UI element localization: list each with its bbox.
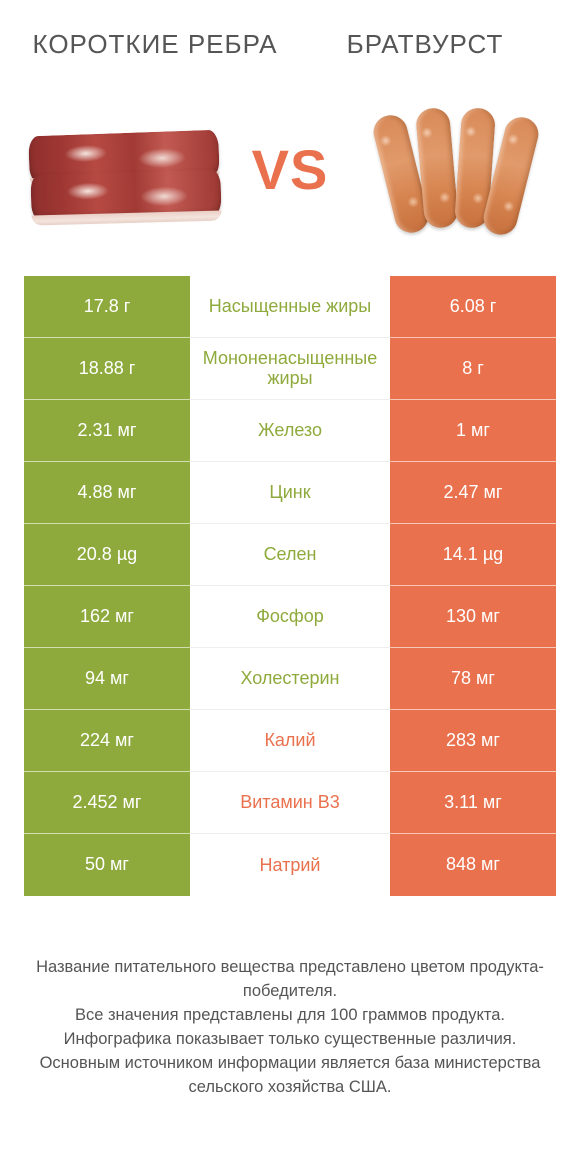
footer-notes: Название питательного вещества представл… <box>0 896 580 1100</box>
comparison-table: 17.8 гНасыщенные жиры6.08 г18.88 гМононе… <box>0 270 580 896</box>
table-row: 18.88 гМононенасыщенные жиры8 г <box>24 338 556 400</box>
product-right-title: БРАТВУРСТ <box>290 30 560 60</box>
cell-nutrient-label: Насыщенные жиры <box>190 276 390 338</box>
table-row: 50 мгНатрий848 мг <box>24 834 556 896</box>
cell-nutrient-label: Железо <box>190 400 390 462</box>
cell-right-value: 283 мг <box>390 710 556 772</box>
cell-nutrient-label: Калий <box>190 710 390 772</box>
table-row: 2.31 мгЖелезо1 мг <box>24 400 556 462</box>
cell-nutrient-label: Цинк <box>190 462 390 524</box>
vs-label: VS <box>238 137 343 202</box>
vs-row: VS <box>0 70 580 270</box>
cell-nutrient-label: Фосфор <box>190 586 390 648</box>
cell-nutrient-label: Витамин B3 <box>190 772 390 834</box>
cell-right-value: 6.08 г <box>390 276 556 338</box>
cell-nutrient-label: Натрий <box>190 834 390 896</box>
cell-left-value: 18.88 г <box>24 338 190 400</box>
cell-left-value: 2.31 мг <box>24 400 190 462</box>
table-row: 4.88 мгЦинк2.47 мг <box>24 462 556 524</box>
header-right: БРАТВУРСТ <box>290 30 560 60</box>
cell-right-value: 78 мг <box>390 648 556 710</box>
cell-right-value: 130 мг <box>390 586 556 648</box>
footer-line-3: Инфографика показывает только существенн… <box>24 1028 556 1052</box>
cell-left-value: 2.452 мг <box>24 772 190 834</box>
cell-left-value: 20.8 µg <box>24 524 190 586</box>
table-row: 2.452 мгВитамин B33.11 мг <box>24 772 556 834</box>
cell-nutrient-label: Холестерин <box>190 648 390 710</box>
product-left-image <box>10 70 238 270</box>
product-left-title: КОРОТКИЕ РЕБРА <box>20 30 290 60</box>
table-row: 17.8 гНасыщенные жиры6.08 г <box>24 276 556 338</box>
cell-nutrient-label: Мононенасыщенные жиры <box>190 338 390 400</box>
cell-left-value: 162 мг <box>24 586 190 648</box>
short-ribs-icon <box>29 115 219 225</box>
bratwurst-icon <box>376 100 536 240</box>
table-row: 162 мгФосфор130 мг <box>24 586 556 648</box>
cell-left-value: 4.88 мг <box>24 462 190 524</box>
cell-left-value: 94 мг <box>24 648 190 710</box>
product-right-image <box>342 70 570 270</box>
cell-right-value: 8 г <box>390 338 556 400</box>
header-left: КОРОТКИЕ РЕБРА <box>20 30 290 60</box>
cell-right-value: 2.47 мг <box>390 462 556 524</box>
footer-line-1: Название питательного вещества представл… <box>24 956 556 1004</box>
cell-right-value: 3.11 мг <box>390 772 556 834</box>
cell-left-value: 224 мг <box>24 710 190 772</box>
footer-line-2: Все значения представлены для 100 граммо… <box>24 1004 556 1028</box>
cell-left-value: 50 мг <box>24 834 190 896</box>
cell-right-value: 1 мг <box>390 400 556 462</box>
cell-right-value: 848 мг <box>390 834 556 896</box>
cell-nutrient-label: Селен <box>190 524 390 586</box>
header: КОРОТКИЕ РЕБРА БРАТВУРСТ <box>0 0 580 70</box>
cell-right-value: 14.1 µg <box>390 524 556 586</box>
footer-line-4: Основным источником информации является … <box>24 1052 556 1100</box>
cell-left-value: 17.8 г <box>24 276 190 338</box>
table-row: 20.8 µgСелен14.1 µg <box>24 524 556 586</box>
table-row: 94 мгХолестерин78 мг <box>24 648 556 710</box>
table-row: 224 мгКалий283 мг <box>24 710 556 772</box>
